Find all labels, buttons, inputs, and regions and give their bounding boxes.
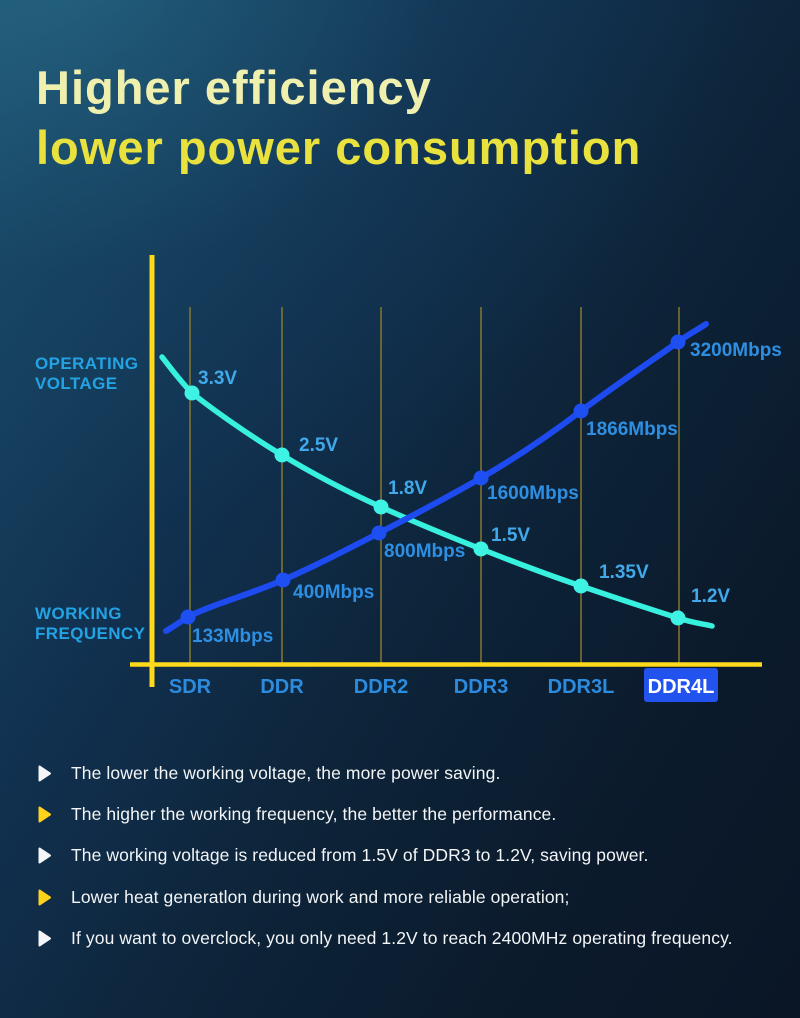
page-title: Higher efficiency lower power consumptio… [36, 58, 641, 178]
frequency-line [163, 321, 709, 634]
frequency-points [180, 334, 686, 625]
voltage-axis-label: OPERATING VOLTAGE [35, 354, 138, 394]
voltage-point-label: 1.8V [388, 478, 427, 499]
bullet-text: If you want to overclock, you only need … [71, 927, 733, 948]
voltage-point [373, 499, 389, 515]
ddr4l-highlight-chip [644, 668, 718, 702]
frequency-axis-label: WORKING FREQUENCY [35, 604, 145, 644]
voltage-point [184, 385, 200, 401]
bullet-arrow-icon [38, 765, 51, 782]
frequency-point-label: 400Mbps [293, 582, 374, 603]
frequency-point [371, 525, 387, 541]
voltage-axis-label-line-1: OPERATING [35, 354, 139, 373]
frequency-point [473, 470, 489, 486]
voltage-point [274, 447, 290, 463]
voltage-point [473, 541, 489, 557]
category-label-sdr: SDR [169, 676, 212, 698]
voltage-point-label: 1.35V [599, 562, 649, 583]
title-line-1: Higher efficiency [36, 61, 432, 114]
title-line-2: lower power consumption [36, 121, 642, 174]
voltage-point-label: 1.5V [491, 525, 530, 546]
frequency-point-label: 1600Mbps [487, 483, 579, 504]
bullet-text: The working voltage is reduced from 1.5V… [71, 845, 649, 866]
bullet-text: Lower heat generatlon during work and mo… [71, 886, 570, 907]
bullet-arrow-icon [38, 930, 51, 947]
frequency-point-label: 3200Mbps [690, 340, 782, 361]
bullet-text: The lower the working voltage, the more … [71, 763, 501, 784]
category-label-ddr3: DDR3 [454, 676, 508, 698]
bullet-item: Lower heat generatlon during work and mo… [37, 877, 782, 918]
bullet-arrow-icon [38, 806, 51, 823]
voltage-point-label: 1.2V [691, 586, 730, 607]
bullet-item: If you want to overclock, you only need … [37, 918, 782, 959]
frequency-axis-label-line-1: WORKING [35, 604, 122, 623]
category-label-ddr3l: DDR3L [548, 676, 615, 698]
category-gridlines [189, 307, 680, 663]
bullet-arrow-icon [38, 847, 51, 864]
voltage-point [573, 578, 589, 594]
voltage-axis-label-line-2: VOLTAGE [35, 374, 118, 393]
frequency-point [180, 609, 196, 625]
bullet-text: The higher the working frequency, the be… [71, 804, 557, 825]
voltage-point [670, 610, 686, 626]
frequency-axis-label-line-2: FREQUENCY [35, 624, 146, 643]
category-label-ddr4l: DDR4L [648, 676, 715, 698]
category-label-ddr: DDR [260, 676, 304, 698]
bullet-item: The working voltage is reduced from 1.5V… [37, 835, 782, 876]
frequency-point [275, 572, 291, 588]
frequency-point [670, 334, 686, 350]
frequency-point-label: 133Mbps [192, 626, 273, 647]
feature-bullet-list: The lower the working voltage, the more … [37, 753, 782, 959]
bullet-arrow-icon [38, 889, 51, 906]
voltage-line [159, 354, 715, 629]
voltage-point-label: 3.3V [198, 368, 237, 389]
bullet-item: The higher the working frequency, the be… [37, 794, 782, 835]
frequency-point-label: 800Mbps [384, 541, 465, 562]
frequency-point-label: 1866Mbps [586, 419, 678, 440]
voltage-point-label: 2.5V [299, 435, 338, 456]
category-label-ddr2: DDR2 [354, 676, 408, 698]
frequency-point [573, 403, 589, 419]
bullet-item: The lower the working voltage, the more … [37, 753, 782, 794]
voltage-points [184, 385, 686, 626]
